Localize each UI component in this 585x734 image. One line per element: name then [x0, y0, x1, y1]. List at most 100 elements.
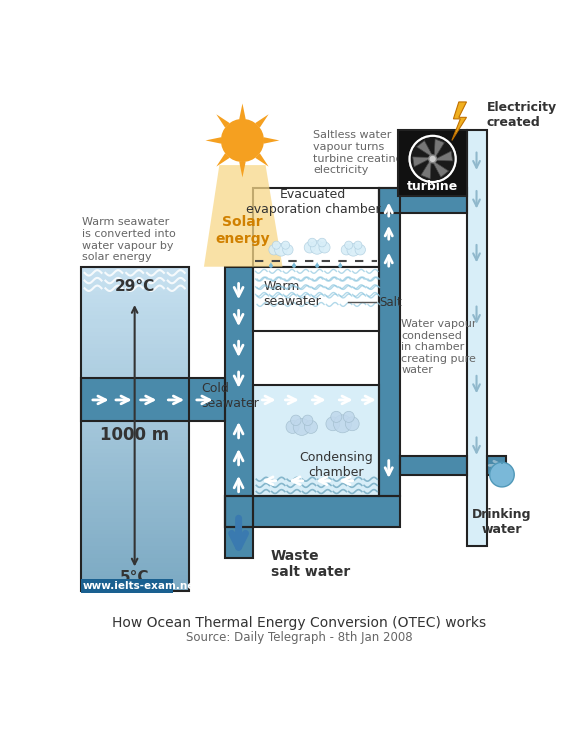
Bar — [225, 496, 400, 527]
Circle shape — [355, 244, 366, 255]
Bar — [81, 287, 188, 292]
Text: Source: Daily Telegraph - 8th Jan 2008: Source: Daily Telegraph - 8th Jan 2008 — [186, 631, 413, 644]
Bar — [81, 409, 188, 413]
Circle shape — [281, 241, 290, 250]
Polygon shape — [490, 462, 514, 487]
Polygon shape — [417, 141, 432, 156]
Bar — [398, 131, 467, 196]
Bar — [81, 327, 188, 333]
Text: Warm seawater
is converted into
water vapour by
solar energy: Warm seawater is converted into water va… — [82, 217, 176, 262]
Bar — [467, 131, 487, 546]
Bar — [400, 456, 467, 475]
Bar — [81, 485, 188, 490]
Text: turbine: turbine — [407, 180, 458, 193]
Bar — [81, 364, 188, 368]
Text: Salt: Salt — [380, 296, 402, 308]
Text: www.ielts-exam.net: www.ielts-exam.net — [83, 581, 201, 592]
Bar — [378, 188, 467, 213]
Polygon shape — [239, 103, 246, 119]
Bar — [81, 469, 188, 474]
Polygon shape — [452, 102, 466, 140]
Circle shape — [429, 155, 436, 163]
Bar — [225, 266, 253, 527]
Bar — [225, 496, 253, 558]
Bar — [400, 456, 467, 475]
Circle shape — [291, 415, 301, 426]
Circle shape — [341, 244, 352, 255]
Bar — [81, 372, 188, 377]
Circle shape — [221, 119, 264, 162]
Polygon shape — [413, 157, 430, 167]
Bar — [81, 380, 188, 385]
Circle shape — [292, 264, 296, 268]
Bar — [81, 559, 188, 563]
Bar — [81, 384, 188, 389]
Bar — [81, 506, 188, 511]
Text: Cold
seawater: Cold seawater — [202, 382, 259, 410]
Circle shape — [410, 136, 456, 182]
Bar — [81, 356, 188, 360]
Bar — [81, 445, 188, 450]
Bar — [81, 308, 188, 312]
Bar — [81, 348, 188, 352]
Bar — [81, 433, 188, 437]
Circle shape — [308, 239, 316, 247]
Bar — [81, 344, 188, 349]
Polygon shape — [338, 262, 342, 266]
Circle shape — [302, 415, 313, 426]
Circle shape — [354, 241, 362, 250]
Bar — [81, 404, 188, 410]
Circle shape — [283, 244, 293, 255]
Circle shape — [347, 244, 360, 256]
Bar — [81, 376, 188, 381]
Bar — [81, 526, 188, 531]
Polygon shape — [204, 165, 283, 266]
Circle shape — [345, 417, 359, 431]
Circle shape — [318, 239, 326, 247]
Bar — [81, 567, 188, 571]
Bar — [81, 421, 188, 426]
Bar — [81, 546, 188, 551]
Bar — [398, 131, 467, 196]
Bar — [81, 575, 188, 580]
Circle shape — [311, 241, 324, 254]
Bar — [81, 550, 188, 555]
Bar — [81, 295, 188, 300]
Bar — [81, 570, 188, 575]
Bar — [225, 496, 253, 558]
Polygon shape — [315, 262, 319, 266]
Circle shape — [269, 264, 273, 268]
Polygon shape — [434, 139, 445, 157]
Bar — [225, 496, 400, 527]
Circle shape — [274, 244, 287, 256]
Bar — [81, 587, 188, 592]
Bar — [81, 396, 188, 401]
Bar — [225, 266, 253, 527]
Bar — [81, 437, 188, 442]
Circle shape — [338, 264, 342, 268]
Bar — [81, 429, 188, 434]
Text: Warm
seawater: Warm seawater — [263, 280, 321, 308]
Bar — [81, 477, 188, 482]
Bar — [81, 388, 188, 393]
Polygon shape — [421, 161, 431, 179]
Bar — [81, 393, 188, 397]
Text: 29°C: 29°C — [115, 279, 155, 294]
Bar — [487, 456, 506, 475]
Text: Evacuated
evaporation chamber: Evacuated evaporation chamber — [246, 188, 381, 216]
Bar — [81, 441, 188, 446]
Bar — [81, 578, 188, 584]
Bar — [81, 291, 188, 296]
Polygon shape — [205, 137, 221, 144]
Text: Drinking
water: Drinking water — [472, 508, 532, 536]
Bar — [81, 538, 188, 543]
Text: Solar
energy: Solar energy — [215, 216, 270, 246]
Circle shape — [304, 421, 318, 433]
Circle shape — [333, 415, 352, 433]
Circle shape — [319, 242, 330, 253]
Bar — [81, 502, 188, 506]
Polygon shape — [255, 115, 269, 128]
Text: 1000 m: 1000 m — [100, 426, 169, 443]
Polygon shape — [264, 137, 280, 144]
Bar — [81, 378, 225, 421]
